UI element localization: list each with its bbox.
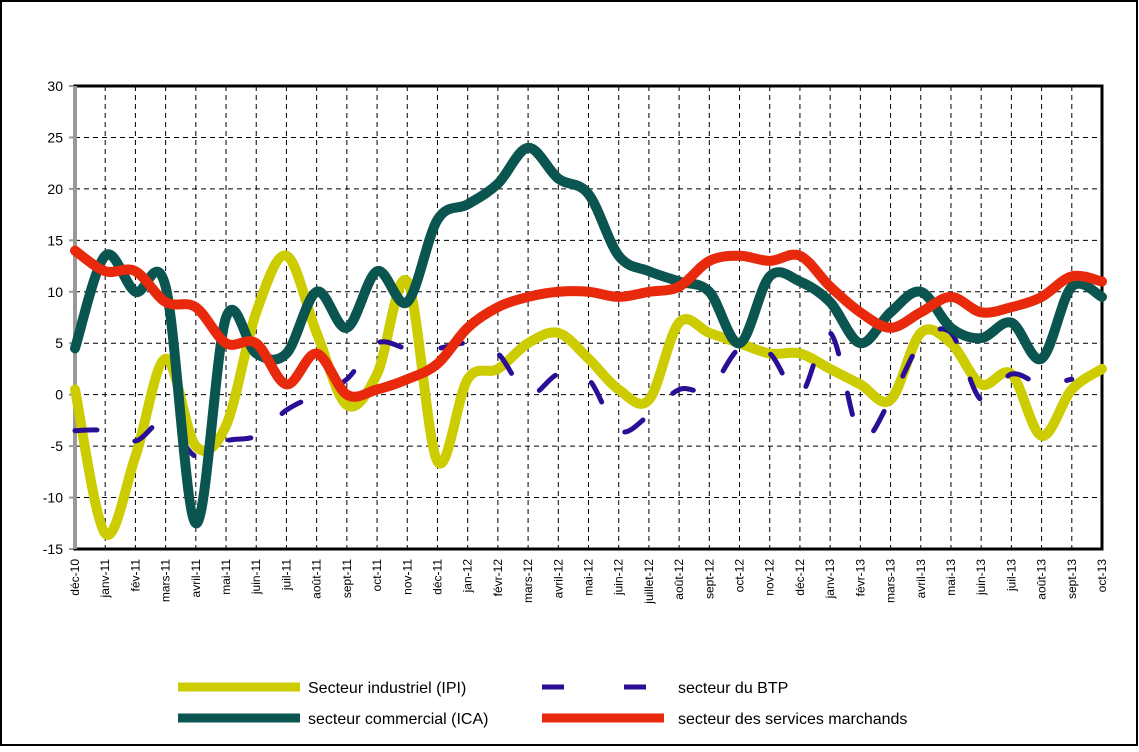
x-tick-label: nov-12 (763, 559, 777, 596)
y-tick-label: 20 (47, 181, 63, 197)
x-tick-label: août-13 (1035, 559, 1049, 600)
x-tick-label: fév-11 (128, 559, 142, 592)
y-tick-label: 15 (47, 232, 63, 248)
legend-label: Secteur industriel (IPI) (308, 680, 466, 697)
x-tick-label: mars-11 (159, 559, 173, 602)
x-tick-label: août-12 (672, 559, 686, 600)
x-tick-label: avril-11 (189, 559, 203, 598)
x-tick-label: janv-13 (823, 559, 837, 600)
x-tick-label: janv-11 (98, 559, 112, 599)
x-tick-label: déc-12 (793, 559, 807, 596)
y-tick-label: 25 (47, 129, 63, 145)
y-tick-label: -15 (43, 541, 63, 557)
x-tick-label: sept-11 (340, 559, 354, 598)
x-tick-label: oct-13 (1095, 559, 1109, 593)
x-tick-label: nov-11 (400, 559, 414, 595)
y-tick-label: 5 (55, 335, 63, 351)
series-line (70, 250, 1107, 540)
y-tick-label: 10 (47, 284, 63, 300)
y-tick-label: -10 (43, 490, 63, 506)
series-line (72, 326, 1075, 460)
x-tick-label: févr-13 (853, 559, 867, 597)
legend-label: secteur du BTP (678, 680, 788, 697)
x-tick-label: juin-12 (612, 559, 626, 596)
legend-label: secteur commercial (ICA) (308, 711, 488, 728)
y-tick-label: -5 (51, 438, 64, 454)
x-tick-label: juillet-12 (642, 559, 656, 605)
x-tick-label: mai-13 (944, 559, 958, 596)
x-tick-label: avril-12 (551, 559, 565, 599)
x-tick-label: mars-13 (884, 559, 898, 603)
x-tick-label: juil-11 (279, 559, 293, 591)
x-tick-label: mai-12 (582, 559, 596, 596)
y-tick-label: 0 (55, 387, 63, 403)
x-tick-label: déc-10 (68, 559, 82, 596)
x-tick-label: oct-11 (370, 559, 384, 592)
x-tick-label: mai-11 (219, 559, 233, 595)
x-tick-label: avril-13 (914, 559, 928, 599)
x-tick-label: juin-11 (249, 559, 263, 595)
x-tick-label: sept-12 (702, 559, 716, 599)
series-line (70, 245, 1107, 402)
y-tick-label: 30 (47, 78, 63, 94)
legend-label: secteur des services marchands (678, 711, 907, 728)
x-tick-label: oct-12 (733, 559, 747, 593)
series-line (70, 142, 1107, 529)
x-tick-label: juil-13 (1004, 559, 1018, 592)
x-tick-label: jan-12 (461, 559, 475, 594)
x-tick-label: juin-13 (974, 559, 988, 596)
x-tick-label: mars-12 (521, 559, 535, 603)
x-tick-label: févr-12 (491, 559, 505, 597)
x-tick-label: déc-11 (430, 559, 444, 595)
x-tick-label: août-11 (310, 559, 324, 599)
x-tick-label: sept-13 (1065, 559, 1079, 599)
